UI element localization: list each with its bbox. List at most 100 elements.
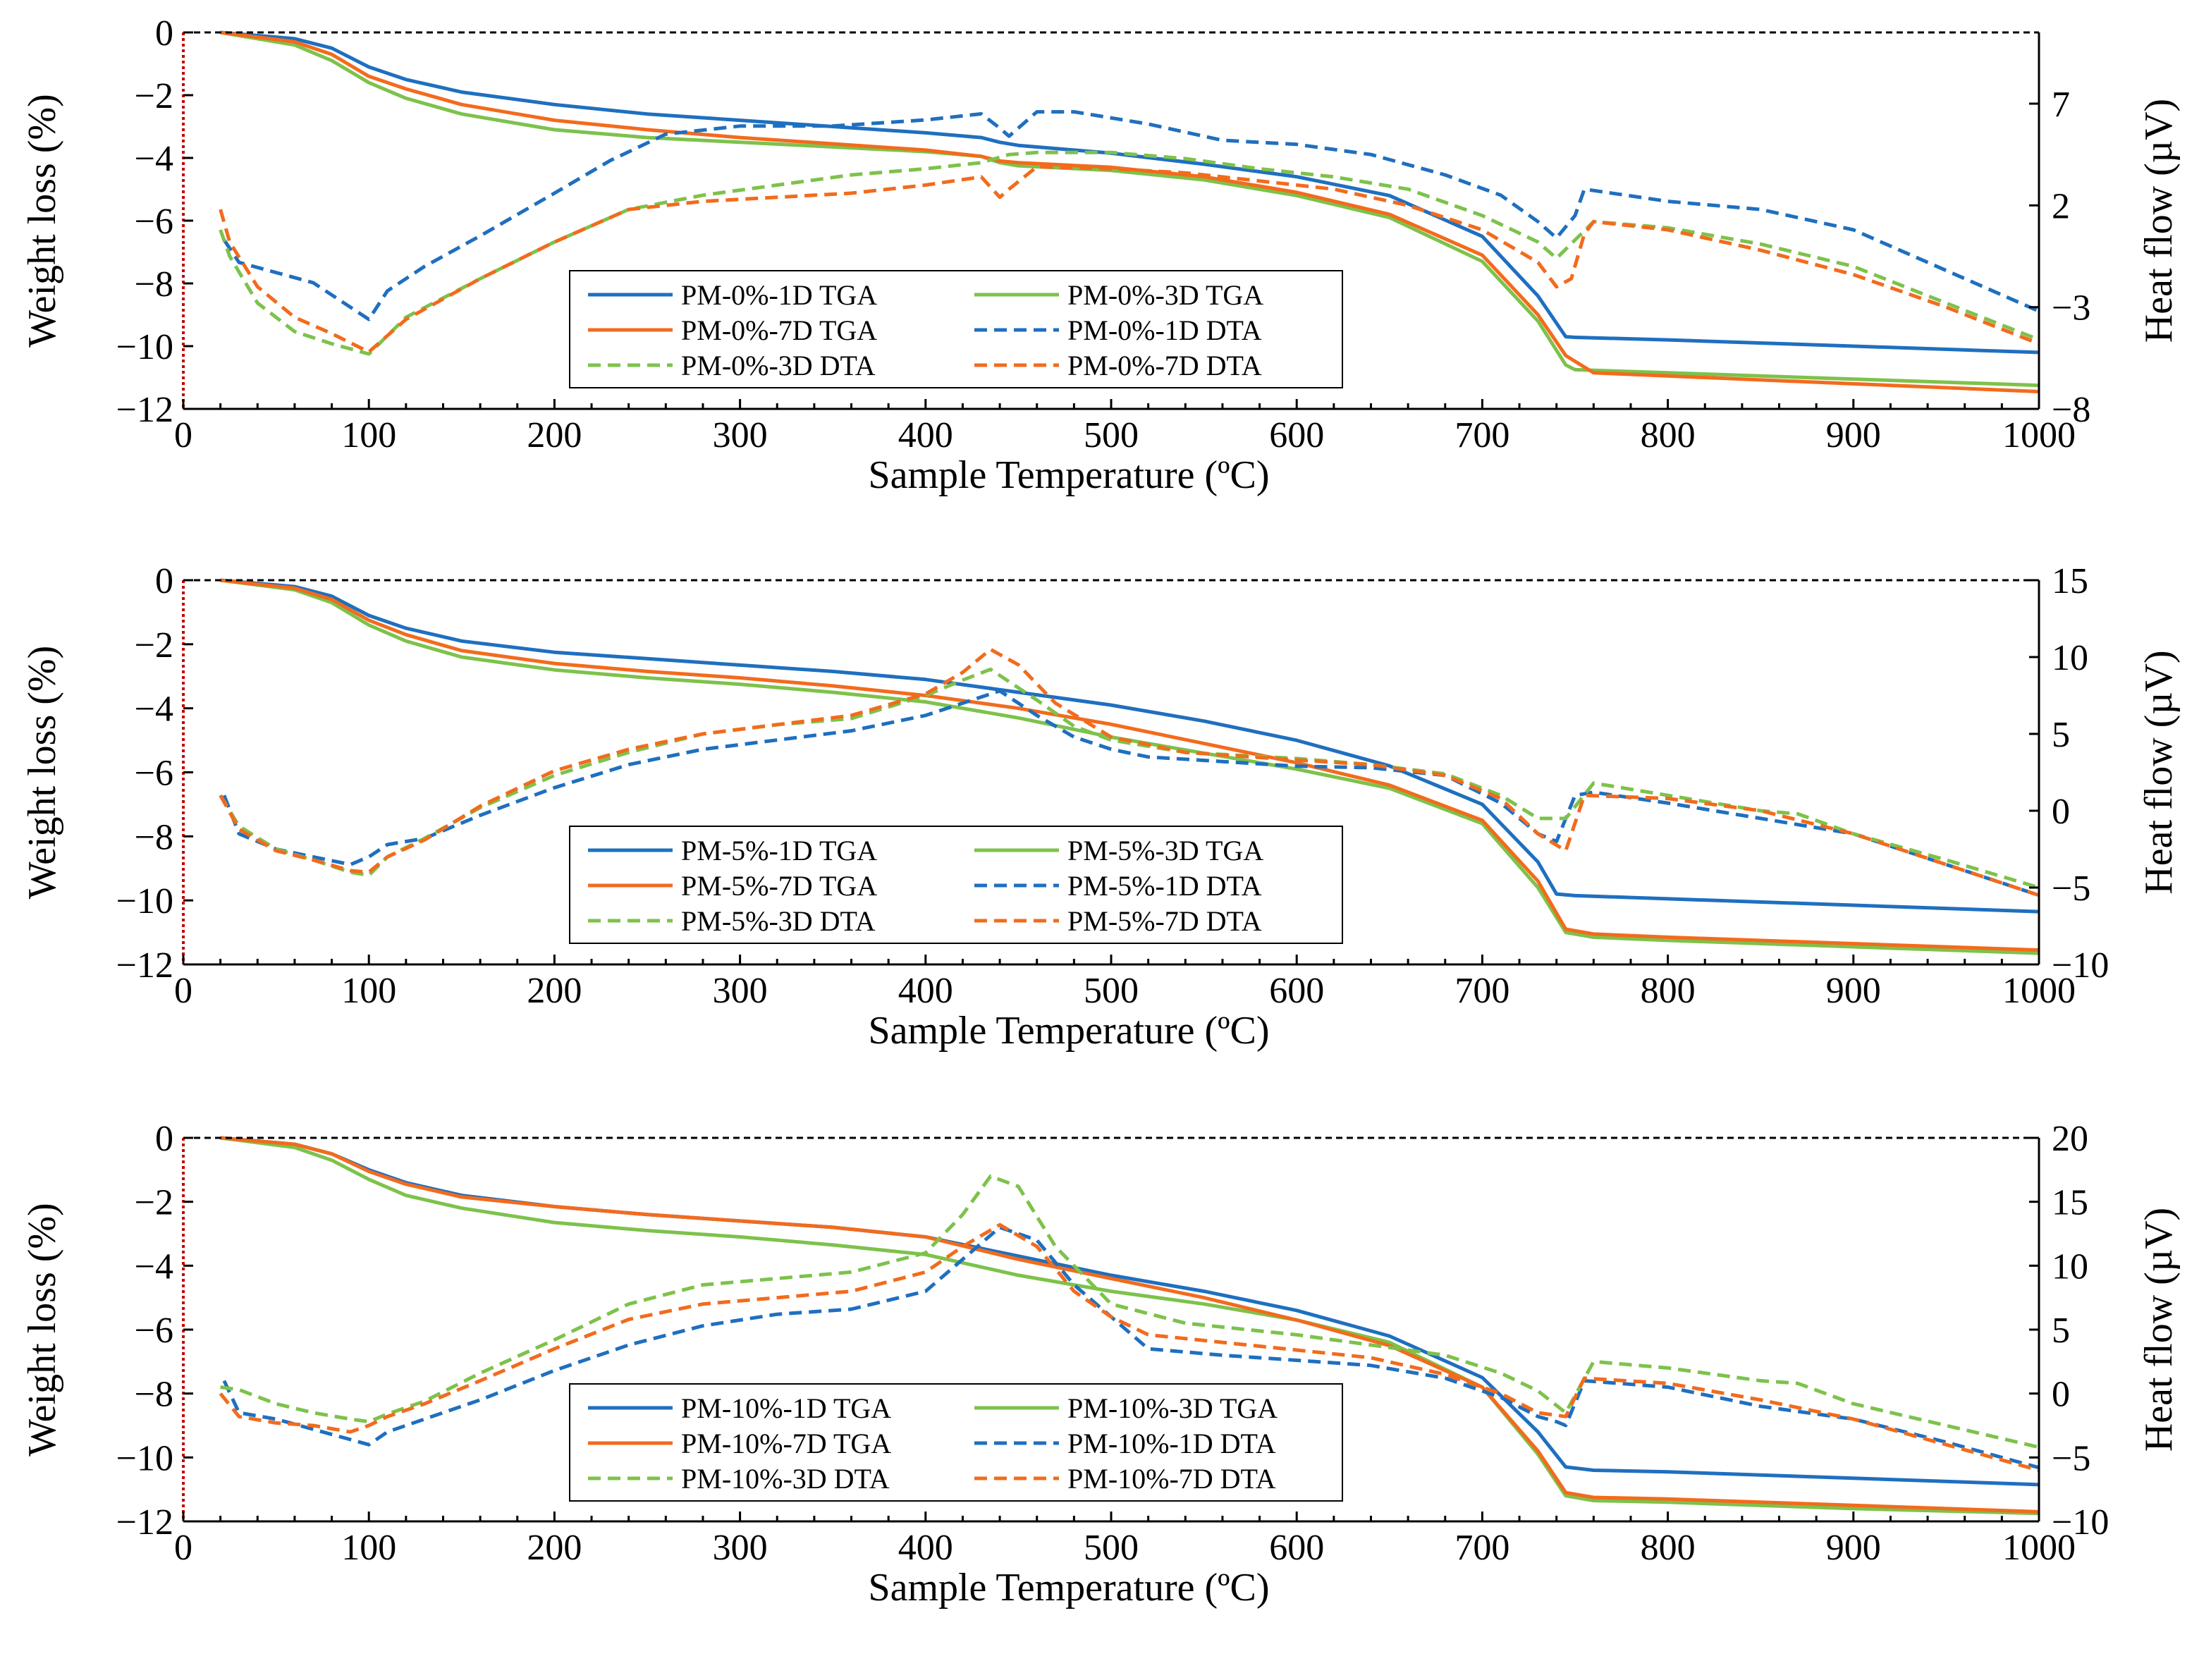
series-group [219, 578, 2040, 955]
x-tick-label: 400 [898, 415, 953, 455]
legend: PM-0%-1D TGA PM-0%-3D TGA PM-0%-7D TGA PM-0… [569, 270, 1343, 388]
x-axis-label: Sample Temperature (ºC) [868, 453, 1269, 497]
y2-tick-label: 10 [2052, 1246, 2088, 1287]
x-tick-label: 100 [341, 971, 396, 1011]
x-tick-label: 200 [527, 971, 582, 1011]
series-line-pm-0-7d-dta [219, 165, 2040, 354]
series-group [219, 30, 2040, 393]
y2-tick-label: −3 [2052, 288, 2090, 329]
y-axis-label: Weight loss (%) [20, 646, 64, 899]
series-line-pm-5-3d-tga [220, 578, 2040, 955]
legend-entry-label: PM-5%-7D TGA [681, 870, 877, 902]
y-tick-label: −2 [135, 76, 173, 116]
series-line-pm-10-7d-dta [219, 1222, 2040, 1472]
x-tick-label: 700 [1454, 415, 1509, 455]
y2-tick-label: 20 [2052, 1119, 2088, 1159]
x-tick-label: 800 [1641, 971, 1696, 1011]
x-tick-label: 0 [174, 1528, 192, 1568]
series-line-pm-10-3d-tga [220, 1136, 2040, 1516]
y-tick-label: −12 [116, 1502, 173, 1543]
x-tick-label: 1000 [2002, 415, 2076, 455]
x-axis-label: Sample Temperature (ºC) [868, 1009, 1269, 1053]
series-line-pm-0-1d-tga [220, 30, 2040, 355]
x-tick-label: 900 [1826, 1528, 1881, 1568]
y-tick-label: −6 [135, 202, 173, 242]
y-tick-label: −4 [135, 1246, 173, 1287]
x-tick-label: 800 [1641, 1528, 1696, 1568]
series-line-pm-0-7d-tga [220, 30, 2040, 393]
x-axis-label: Sample Temperature (ºC) [868, 1566, 1269, 1610]
y2-tick-label: −10 [2052, 1502, 2109, 1543]
series-line-pm-5-7d-dta [219, 647, 2040, 897]
legend-entry-label: PM-10%-1D DTA [1067, 1428, 1276, 1459]
y2-tick-label: 0 [2052, 792, 2070, 832]
x-tick-label: 500 [1084, 971, 1139, 1011]
x-tick-label: 900 [1826, 415, 1881, 455]
legend-entry-label: PM-5%-7D DTA [1067, 905, 1262, 937]
x-tick-label: 600 [1269, 971, 1324, 1011]
legend-entry-label: PM-0%-3D TGA [1067, 279, 1263, 311]
y-tick-label: 0 [155, 13, 173, 54]
legend-entry-label: PM-10%-7D DTA [1067, 1463, 1276, 1495]
series-line-pm-10-7d-tga [220, 1136, 2040, 1514]
series-line-pm-0-1d-dta [222, 110, 2040, 321]
series-line-pm-5-1d-dta [222, 689, 2040, 897]
legend-box [569, 270, 1343, 388]
legend-entry-label: PM-0%-1D TGA [681, 279, 877, 311]
legend-entry-label: PM-0%-3D DTA [681, 350, 876, 381]
series-line-pm-10-3d-dta [220, 1174, 2040, 1449]
y-tick-label: −6 [135, 1311, 173, 1351]
y2-tick-label: 2 [2052, 186, 2070, 226]
y2-tick-label: 15 [2052, 1183, 2088, 1223]
x-tick-label: 200 [527, 415, 582, 455]
y2-tick-label: 15 [2052, 561, 2088, 601]
x-tick-label: 1000 [2002, 1528, 2076, 1568]
series-line-pm-10-1d-dta [222, 1225, 2040, 1470]
x-tick-label: 300 [713, 971, 768, 1011]
y-axis-label: Weight loss (%) [20, 1203, 64, 1456]
legend-entry-label: PM-10%-7D TGA [681, 1428, 891, 1459]
y-tick-label: −6 [135, 754, 173, 794]
series-line-pm-5-7d-tga [220, 578, 2040, 952]
chart-panel-3: 0 100 200 300 400 500 600 700 800 900 10000−2−4−6−… [20, 1119, 2181, 1610]
y-tick-label: −8 [135, 264, 173, 305]
x-tick-label: 100 [341, 415, 396, 455]
x-tick-label: 200 [527, 1528, 582, 1568]
y-axis-label: Weight loss (%) [20, 94, 64, 347]
legend-entry-label: PM-10%-3D DTA [681, 1463, 890, 1495]
series-group [219, 1136, 2040, 1516]
x-tick-label: 0 [174, 971, 192, 1011]
y2-tick-label: 5 [2052, 1311, 2070, 1351]
y2-tick-label: 5 [2052, 715, 2070, 755]
chart-panel-1: 0 100 200 300 400 500 600 700 800 900 1000 0 −2 −4 −6 −… [20, 13, 2181, 497]
y2-axis-label: Heat flow (µV) [2137, 650, 2181, 894]
legend-box [569, 826, 1343, 944]
x-tick-label: 400 [898, 1528, 953, 1568]
y2-tick-label: −10 [2052, 945, 2109, 986]
y2-tick-label: 0 [2052, 1375, 2070, 1415]
y-tick-label: −10 [116, 327, 173, 367]
x-tick-label: 700 [1454, 971, 1509, 1011]
y-tick-label: 0 [155, 1119, 173, 1159]
legend-entry-label: PM-5%-1D TGA [681, 835, 877, 866]
legend-entry-label: PM-10%-3D TGA [1067, 1392, 1278, 1424]
y2-axis-label: Heat flow (µV) [2137, 99, 2181, 343]
legend-entry-label: PM-5%-1D DTA [1067, 870, 1262, 902]
y-tick-label: −10 [116, 1438, 173, 1478]
y-tick-label: −4 [135, 139, 173, 179]
x-tick-label: 1000 [2002, 971, 2076, 1011]
y-tick-label: 0 [155, 561, 173, 601]
y2-tick-label: −8 [2052, 390, 2090, 430]
legend-entry-label: PM-0%-7D DTA [1067, 350, 1262, 381]
x-tick-label: 500 [1084, 415, 1139, 455]
y-tick-label: −8 [135, 817, 173, 857]
y-tick-label: −10 [116, 881, 173, 921]
y-tick-label: −12 [116, 945, 173, 986]
legend-entry-label: PM-5%-3D DTA [681, 905, 876, 937]
x-tick-label: 0 [174, 415, 192, 455]
legend-box [569, 1383, 1343, 1502]
y-tick-label: −2 [135, 625, 173, 666]
y2-tick-label: −5 [2052, 869, 2090, 909]
legend-entry-label: PM-10%-1D TGA [681, 1392, 891, 1424]
